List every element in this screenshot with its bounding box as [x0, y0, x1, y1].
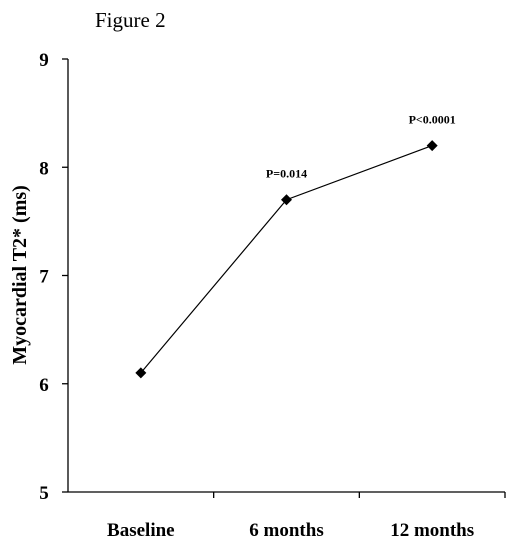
x-tick-label: Baseline — [107, 520, 175, 541]
y-tick-label: 6 — [39, 375, 49, 396]
data-point-marker — [135, 367, 147, 379]
series-group — [135, 140, 438, 379]
y-axis-label: Myocardial T2* (ms) — [9, 185, 31, 365]
p-value-annotation: P=0.014 — [266, 167, 307, 181]
y-ticks: 5 6 7 8 9 — [39, 50, 68, 504]
data-point-marker — [281, 194, 292, 206]
x-ticks: Baseline 6 months 12 months — [107, 492, 506, 541]
y-tick-label: 8 — [39, 158, 49, 179]
data-point-marker — [426, 140, 438, 152]
annotation-group: P=0.014 P<0.0001 — [266, 113, 456, 181]
y-tick-label: 5 — [39, 483, 49, 504]
figure-label: Figure 2 — [95, 8, 166, 32]
p-value-annotation: P<0.0001 — [409, 113, 456, 127]
y-tick-label: 9 — [39, 50, 49, 71]
x-tick-label: 12 months — [390, 520, 474, 541]
x-tick-label: 6 months — [249, 520, 323, 541]
y-tick-label: 7 — [39, 267, 49, 288]
